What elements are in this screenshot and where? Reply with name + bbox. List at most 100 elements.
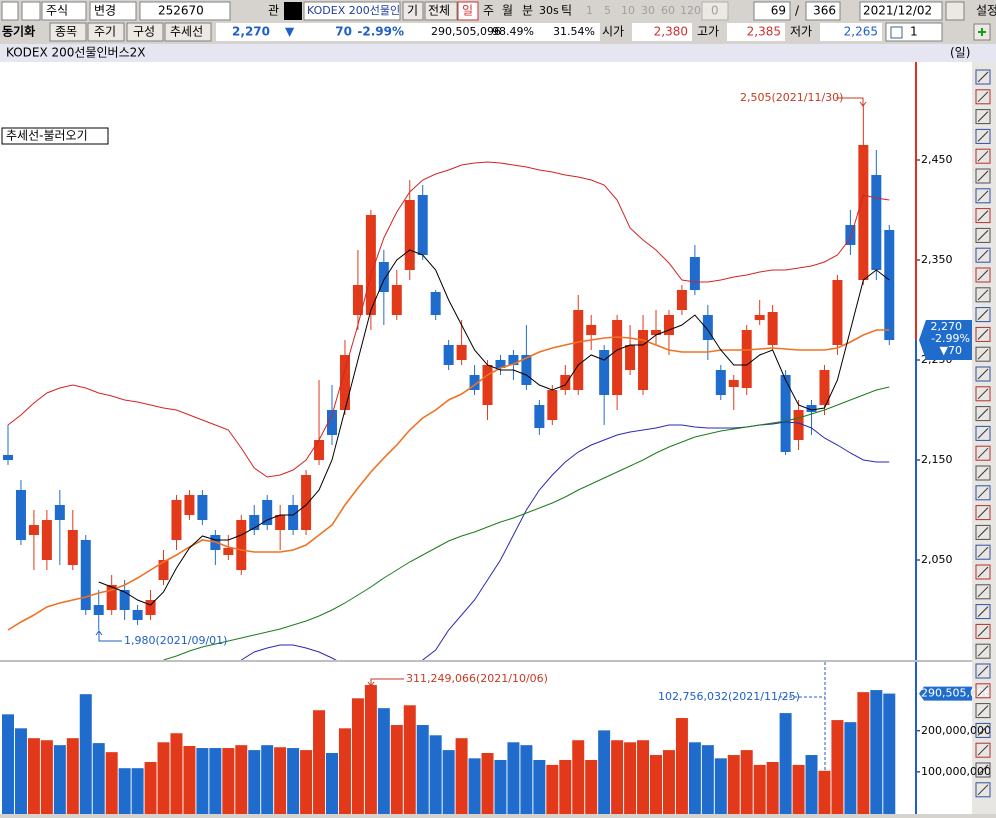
button[interactable] (49, 22, 87, 42)
button-label[interactable]: 추세선 (170, 25, 203, 39)
period-selected[interactable] (457, 1, 479, 21)
page: 1 (910, 25, 918, 39)
button[interactable] (164, 22, 212, 42)
tool-glyph (977, 408, 989, 419)
tool-icon[interactable] (975, 267, 991, 283)
tool-icon[interactable] (975, 643, 991, 659)
ki[interactable]: 기 (407, 4, 418, 18)
volume-bar (66, 738, 79, 814)
interval[interactable]: 30 (641, 4, 655, 17)
tool-icon[interactable] (975, 505, 991, 521)
trend-button-label[interactable]: 추세선-불러오기 (6, 129, 88, 143)
date-box[interactable] (859, 1, 943, 21)
period[interactable]: 주 (483, 4, 494, 18)
tool-icon[interactable] (975, 722, 991, 738)
icon-100[interactable] (284, 2, 302, 20)
period[interactable]: 월 (502, 4, 513, 18)
button[interactable] (126, 22, 164, 42)
settings[interactable]: 설정 (976, 4, 996, 18)
count-box[interactable] (753, 1, 791, 21)
period[interactable]: 일 (462, 4, 473, 18)
candle-body (651, 330, 661, 335)
button-label[interactable]: 종목 (55, 25, 77, 39)
button-label[interactable]: 구성 (133, 25, 155, 39)
period[interactable]: 분 (522, 4, 533, 18)
interval[interactable]: 5 (604, 4, 611, 17)
period[interactable]: 30s (539, 4, 559, 17)
tool-glyph (977, 744, 989, 756)
candle-body (689, 257, 700, 290)
tool-icon[interactable] (975, 762, 991, 778)
tool-icon[interactable] (975, 703, 991, 719)
tool-icon[interactable] (975, 128, 991, 144)
interval[interactable]: 10 (621, 4, 635, 17)
candle-body (262, 500, 273, 525)
volume-bar (494, 759, 507, 814)
interest[interactable]: 관 (268, 4, 279, 18)
tool-icon[interactable] (975, 623, 991, 639)
tool-icon[interactable] (975, 208, 991, 224)
tool-icon[interactable] (975, 307, 991, 323)
tool-icon[interactable] (975, 742, 991, 758)
code-input[interactable] (139, 1, 231, 21)
tool-icon[interactable] (975, 782, 991, 798)
offset-box[interactable] (701, 1, 729, 21)
price-box (216, 23, 406, 41)
tool-icon[interactable] (975, 465, 991, 481)
tool-icon[interactable] (975, 564, 991, 580)
interval[interactable]: 1 (586, 4, 593, 17)
tool-icon[interactable] (975, 584, 991, 600)
tool-icon[interactable] (975, 544, 991, 560)
volume-bar (520, 745, 533, 814)
tool-icon[interactable] (975, 485, 991, 501)
date: 2021/12/02 (863, 4, 932, 18)
volume-bar (870, 690, 883, 814)
tool-icon[interactable] (975, 366, 991, 382)
tool-icon[interactable] (975, 109, 991, 125)
tool-icon[interactable] (975, 69, 991, 85)
volume: 290,505,096 (431, 25, 501, 38)
tool-icon[interactable] (975, 524, 991, 540)
tool-icon[interactable] (975, 445, 991, 461)
trend-button[interactable] (1, 127, 109, 145)
tool-icon[interactable] (975, 406, 991, 422)
period[interactable]: 틱 (561, 4, 572, 18)
button[interactable] (402, 1, 424, 21)
icon-button[interactable] (945, 1, 965, 21)
tool-icon[interactable] (975, 386, 991, 402)
volume-bar (507, 742, 520, 814)
button[interactable] (87, 22, 125, 42)
tool-icon[interactable] (975, 188, 991, 204)
icon-button[interactable] (21, 1, 41, 21)
interval[interactable]: 60 (661, 4, 675, 17)
volume-bar (429, 735, 442, 814)
tool-icon[interactable] (975, 425, 991, 441)
tool-icon[interactable] (975, 227, 991, 243)
checkbox[interactable] (890, 26, 903, 39)
tool-icon[interactable] (975, 346, 991, 362)
sync[interactable]: 동기화 (2, 24, 35, 39)
interval[interactable]: 120 (680, 4, 701, 17)
open: 2,380 (654, 25, 688, 39)
candle-body (352, 285, 363, 315)
market-select[interactable] (41, 1, 87, 21)
tool-icon[interactable] (975, 89, 991, 105)
tool-icon[interactable] (975, 663, 991, 679)
button[interactable] (424, 1, 458, 21)
tool-glyph (977, 190, 989, 202)
volume-bar (650, 755, 662, 814)
tool-glyph (977, 249, 989, 261)
candle-body (715, 370, 726, 395)
icon-button[interactable] (1, 1, 19, 21)
all[interactable]: 전체 (428, 4, 450, 18)
tool-icon[interactable] (975, 326, 991, 342)
tool-icon[interactable] (975, 604, 991, 620)
tool-icon[interactable] (975, 168, 991, 184)
tool-icon[interactable] (975, 148, 991, 164)
tool-icon[interactable] (975, 683, 991, 699)
tool-icon[interactable] (975, 287, 991, 303)
button-label[interactable]: 주기 (94, 25, 116, 39)
tool-icon[interactable] (975, 247, 991, 263)
change-select[interactable] (89, 1, 137, 21)
